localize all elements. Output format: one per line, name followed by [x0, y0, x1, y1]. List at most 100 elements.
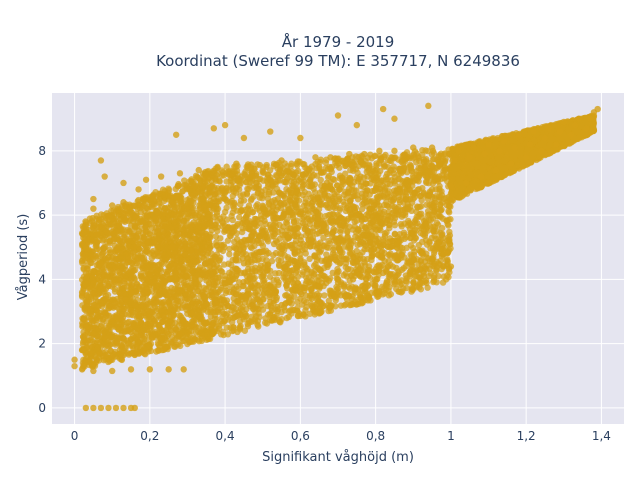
scatter-point: [183, 328, 191, 336]
scatter-point: [376, 202, 383, 209]
scatter-point: [137, 301, 145, 309]
scatter-point: [197, 214, 204, 221]
scatter-point: [181, 177, 188, 184]
scatter-point: [199, 195, 207, 203]
scatter-point: [324, 204, 332, 211]
scatter-point: [176, 255, 184, 262]
scatter-point: [182, 251, 189, 258]
scatter-point: [153, 216, 160, 224]
scatter-point: [136, 262, 143, 269]
scatter-point: [83, 337, 91, 344]
scatter-point: [132, 302, 139, 309]
scatter-point: [439, 230, 446, 238]
scatter-point: [216, 256, 223, 264]
scatter-point: [289, 214, 297, 221]
scatter-point: [168, 211, 175, 219]
scatter-point: [402, 277, 410, 285]
scatter-point: [180, 182, 188, 189]
scatter-point: [193, 316, 200, 323]
scatter-point: [192, 258, 199, 266]
scatter-point: [251, 256, 258, 264]
scatter-point: [230, 304, 237, 311]
scatter-point: [124, 319, 131, 327]
scatter-point: [178, 194, 185, 202]
scatter-point: [184, 321, 191, 328]
scatter-point: [358, 216, 366, 223]
scatter-point: [126, 205, 134, 212]
scatter-point: [113, 256, 120, 263]
scatter-point: [96, 246, 103, 253]
scatter-point: [235, 175, 243, 183]
scatter-point: [187, 246, 194, 254]
scatter-point: [155, 341, 162, 349]
scatter-point: [322, 213, 329, 220]
scatter-point: [164, 235, 171, 242]
scatter-point: [252, 264, 259, 271]
scatter-point: [81, 235, 88, 243]
scatter-point: [171, 303, 178, 311]
scatter-point: [111, 313, 118, 320]
scatter-point: [193, 279, 200, 287]
scatter-point: [236, 214, 243, 221]
scatter-point: [120, 336, 128, 343]
scatter-point: [126, 210, 134, 218]
scatter-point: [254, 216, 261, 224]
scatter-point: [119, 264, 126, 271]
scatter-point: [340, 255, 347, 263]
scatter-point: [294, 273, 302, 281]
scatter-point: [118, 252, 125, 259]
scatter-point: [95, 236, 103, 244]
scatter-point: [140, 255, 148, 262]
scatter-point: [284, 227, 291, 234]
scatter-point: [95, 271, 102, 278]
scatter-point: [122, 327, 129, 335]
scatter-point: [183, 306, 190, 313]
scatter-point: [131, 266, 139, 274]
scatter-point: [418, 279, 425, 287]
scatter-point: [116, 222, 123, 229]
scatter-point: [123, 296, 130, 303]
scatter-point: [332, 159, 339, 166]
scatter-point: [229, 178, 236, 186]
scatter-point: [154, 279, 162, 287]
scatter-point: [208, 250, 215, 257]
scatter-point: [313, 300, 320, 308]
scatter-point: [179, 226, 187, 233]
scatter-point: [226, 251, 233, 258]
scatter-point: [387, 271, 394, 278]
scatter-point: [163, 268, 170, 275]
scatter-point: [248, 283, 255, 290]
scatter-point: [156, 311, 163, 319]
scatter-point: [275, 262, 283, 270]
scatter-point: [239, 251, 246, 258]
scatter-point: [217, 286, 224, 293]
scatter-point: [79, 302, 86, 309]
scatter-point: [283, 282, 290, 289]
scatter-point: [429, 255, 436, 263]
scatter-point: [198, 304, 205, 311]
scatter-point: [203, 319, 210, 327]
scatter-point: [111, 299, 118, 306]
scatter-point: [247, 197, 255, 204]
scatter-point: [397, 167, 405, 175]
scatter-point: [226, 171, 234, 179]
scatter-point: [87, 285, 94, 292]
scatter-point: [82, 275, 90, 282]
scatter-point: [151, 251, 158, 258]
scatter-point: [196, 237, 203, 244]
scatter-point: [130, 334, 138, 342]
scatter-points: [71, 102, 601, 412]
scatter-point: [423, 179, 430, 186]
scatter-point: [219, 294, 226, 301]
scatter-point: [429, 211, 436, 219]
scatter-point: [87, 308, 94, 315]
scatter-point: [254, 161, 261, 168]
scatter-point: [391, 253, 398, 260]
scatter-point: [111, 285, 118, 293]
scatter-point: [95, 357, 103, 364]
scatter-point: [88, 362, 96, 369]
scatter-point: [146, 300, 154, 308]
scatter-point: [118, 348, 125, 356]
scatter-point: [90, 225, 98, 232]
scatter-point: [192, 310, 199, 317]
